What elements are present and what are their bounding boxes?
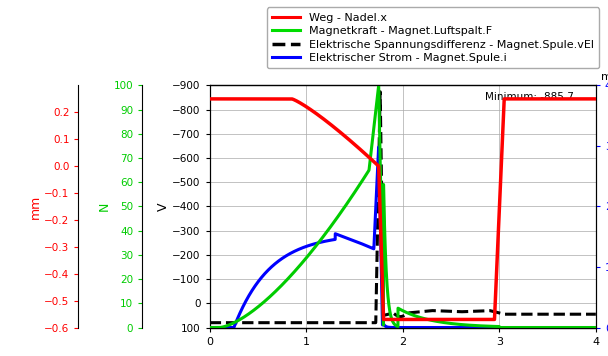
Y-axis label: mm: mm xyxy=(29,194,41,219)
Text: Minimum: -885.7: Minimum: -885.7 xyxy=(485,92,574,102)
Legend: Weg - Nadel.x, Magnetkraft - Magnet.Luftspalt.F, Elektrische Spannungsdifferenz : Weg - Nadel.x, Magnetkraft - Magnet.Luft… xyxy=(267,7,599,68)
Y-axis label: N: N xyxy=(98,202,111,211)
Y-axis label: V: V xyxy=(157,202,170,211)
Text: ms: ms xyxy=(601,72,608,82)
